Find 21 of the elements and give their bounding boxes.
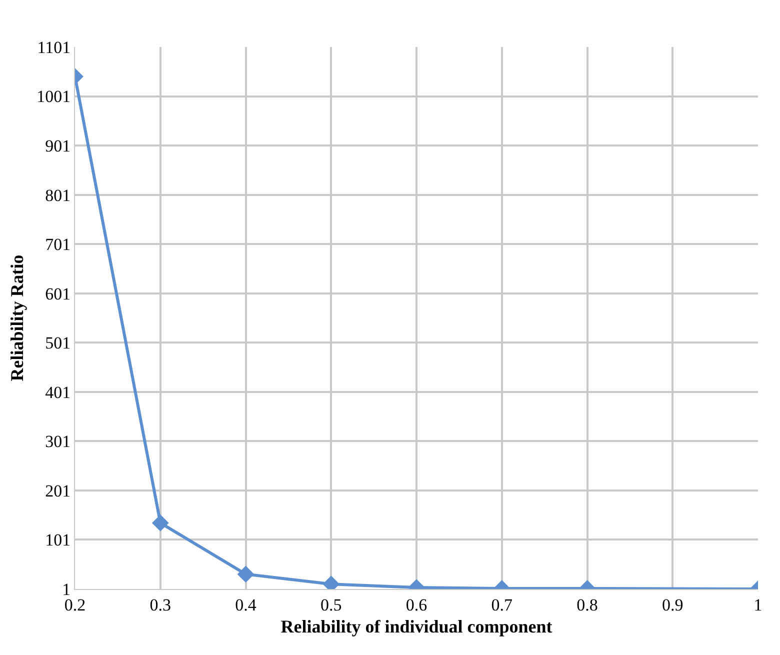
y-tick-label: 301 <box>45 432 71 452</box>
y-tick-label: 101 <box>45 530 71 550</box>
y-tick-label: 201 <box>45 481 71 500</box>
y-tick-label: 601 <box>45 284 71 304</box>
x-tick-label: 0.6 <box>406 595 428 614</box>
y-tick-label: 901 <box>45 136 71 156</box>
x-tick-label: 0.5 <box>320 595 342 614</box>
y-tick-label: 801 <box>45 186 71 205</box>
x-tick-label: 0.7 <box>491 595 514 614</box>
x-tick-label: 0.9 <box>662 595 684 614</box>
x-axis-title: Reliability of individual component <box>280 616 552 636</box>
y-tick-label: 1001 <box>36 87 71 106</box>
x-tick-label: 0.4 <box>235 595 257 614</box>
x-tick-label: 0.3 <box>150 595 172 614</box>
y-axis-title: Reliability Ratio <box>6 254 27 382</box>
y-tick-label: 701 <box>45 235 71 254</box>
x-tick-label: 1 <box>754 595 762 614</box>
y-tick-label: 401 <box>45 382 71 402</box>
y-tick-label: 501 <box>45 334 71 353</box>
y-tick-label: 1101 <box>37 38 71 57</box>
x-tick-label: 0.8 <box>576 595 598 614</box>
